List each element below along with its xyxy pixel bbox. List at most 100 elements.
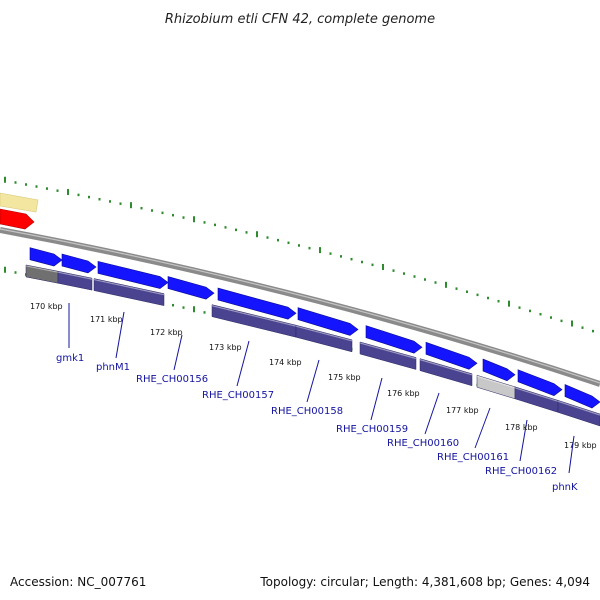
gene-label-RHE_CH00156[interactable]: RHE_CH00156 bbox=[136, 374, 208, 385]
gc-dot-outer bbox=[319, 247, 321, 254]
gc-dot-outer bbox=[497, 299, 500, 303]
gene-label-RHE_CH00160[interactable]: RHE_CH00160 bbox=[387, 438, 459, 449]
gene-label-RHE_CH00162[interactable]: RHE_CH00162 bbox=[485, 466, 557, 477]
gc-dot-outer bbox=[329, 252, 332, 255]
gc-dot-outer bbox=[350, 257, 353, 261]
gene-arrow[interactable] bbox=[564, 384, 600, 409]
gc-skew-track-inner bbox=[4, 266, 594, 423]
gc-dot-inner bbox=[193, 306, 195, 313]
gc-dot-outer bbox=[581, 326, 584, 329]
gc-dot-outer bbox=[203, 221, 206, 224]
gc-dot-outer bbox=[14, 181, 17, 184]
gene-label-RHE_CH00158[interactable]: RHE_CH00158 bbox=[271, 406, 343, 417]
gc-dot-outer bbox=[35, 185, 38, 188]
cds-track bbox=[25, 264, 600, 427]
gc-dot-outer bbox=[476, 293, 479, 297]
gene-label-leaders bbox=[68, 303, 575, 474]
gc-dot-outer bbox=[539, 312, 542, 316]
gc-dot-outer bbox=[592, 329, 594, 333]
gene-arrow[interactable] bbox=[29, 247, 63, 267]
gc-dot-outer bbox=[161, 211, 164, 215]
gc-dot-outer bbox=[392, 269, 395, 272]
gc-dot-outer bbox=[518, 306, 521, 309]
gc-dot-outer bbox=[445, 281, 447, 288]
gene-label-RHE_CH00157[interactable]: RHE_CH00157 bbox=[202, 390, 274, 401]
gene-label-RHE_CH00159[interactable]: RHE_CH00159 bbox=[336, 424, 408, 435]
gc-dot-outer bbox=[245, 231, 248, 234]
gc-dot-outer bbox=[193, 216, 195, 223]
cds-segment[interactable] bbox=[295, 324, 353, 353]
gene-label-RHE_CH00161[interactable]: RHE_CH00161 bbox=[437, 452, 509, 463]
cds-segment[interactable] bbox=[93, 278, 165, 306]
gc-dot-outer bbox=[277, 238, 279, 242]
cds-segment[interactable] bbox=[57, 270, 93, 291]
gc-dot-outer bbox=[434, 281, 437, 284]
gene-arrow[interactable] bbox=[61, 253, 97, 274]
gc-dot-outer bbox=[455, 287, 458, 290]
gc-dot-inner bbox=[172, 303, 174, 307]
ruler-label-175: 175 kbp bbox=[328, 373, 361, 382]
ruler-label-170: 170 kbp bbox=[30, 302, 63, 311]
cds-segment[interactable] bbox=[359, 341, 417, 370]
gc-dot-outer bbox=[550, 316, 552, 319]
ruler: 170 kbp 171 kbp 172 kbp 173 kbp 174 kbp … bbox=[30, 302, 597, 450]
gene-arrow[interactable] bbox=[482, 358, 516, 382]
gc-dot-outer bbox=[287, 241, 290, 245]
gc-dot-outer bbox=[25, 183, 27, 186]
cds-segment[interactable] bbox=[557, 399, 600, 427]
cds-segment[interactable] bbox=[419, 358, 473, 387]
genome-summary-text: Topology: circular; Length: 4,381,608 bp… bbox=[259, 575, 590, 589]
gene-label-phnK[interactable]: phnK bbox=[552, 482, 578, 493]
ruler-label-174: 174 kbp bbox=[269, 358, 302, 367]
cds-segment-highlight bbox=[476, 375, 516, 389]
gene-arrow[interactable] bbox=[425, 341, 478, 370]
gc-dot-outer bbox=[413, 275, 416, 278]
gc-dot-outer bbox=[529, 309, 531, 313]
gc-dot-outer bbox=[308, 246, 311, 250]
cds-segment-highlight bbox=[295, 325, 353, 342]
gene-arrow[interactable] bbox=[517, 369, 563, 396]
gc-dot-outer bbox=[88, 195, 90, 199]
gc-dot-outer bbox=[235, 228, 237, 232]
gc-dot-outer bbox=[424, 278, 426, 281]
gc-dot-outer bbox=[4, 176, 6, 183]
gene-arrow[interactable] bbox=[365, 325, 423, 354]
cds-segment-highlight bbox=[557, 400, 600, 416]
cds-segment-highlight bbox=[93, 278, 165, 296]
gene-label-phnM1[interactable]: phnM1 bbox=[96, 362, 130, 373]
gc-dot-inner bbox=[4, 266, 6, 273]
ruler-label-179: 179 kbp bbox=[564, 441, 597, 450]
gc-dot-outer bbox=[571, 320, 573, 327]
ruler-label-173: 173 kbp bbox=[209, 343, 242, 352]
gene-arrow[interactable] bbox=[297, 307, 359, 336]
ruler-label-171: 171 kbp bbox=[90, 315, 123, 324]
gene-arrow[interactable] bbox=[97, 261, 169, 289]
gene-track-forward bbox=[29, 247, 600, 409]
cds-segment-highlight bbox=[419, 359, 473, 376]
gc-dot-outer bbox=[298, 244, 300, 247]
accession-text: Accession: NC_007761 bbox=[10, 575, 146, 589]
gc-dot-outer bbox=[403, 272, 405, 275]
gc-dot-outer bbox=[56, 189, 59, 192]
gc-dot-outer bbox=[266, 236, 269, 239]
ruler-label-178: 178 kbp bbox=[505, 423, 538, 432]
gc-dot-outer bbox=[382, 263, 384, 270]
gc-dot-outer bbox=[508, 300, 510, 307]
gene-arrow[interactable] bbox=[167, 276, 215, 300]
gc-dot-outer bbox=[361, 260, 363, 264]
ruler-label-177: 177 kbp bbox=[446, 406, 479, 415]
gc-dot-outer bbox=[214, 223, 216, 227]
gene-label-gmk1[interactable]: gmk1 bbox=[56, 353, 84, 364]
cds-segment[interactable] bbox=[25, 264, 59, 284]
genome-backbone bbox=[0, 227, 600, 387]
gc-dot-outer bbox=[172, 213, 174, 217]
gene-arrow[interactable] bbox=[217, 287, 297, 320]
gc-dot-inner bbox=[14, 271, 17, 274]
gc-dot-outer bbox=[67, 189, 69, 196]
ruler-label-172: 172 kbp bbox=[150, 328, 183, 337]
gc-dot-outer bbox=[560, 319, 563, 323]
gc-dot-outer bbox=[77, 193, 80, 197]
gc-dot-outer bbox=[224, 226, 227, 229]
cds-segment-highlight bbox=[359, 342, 417, 360]
